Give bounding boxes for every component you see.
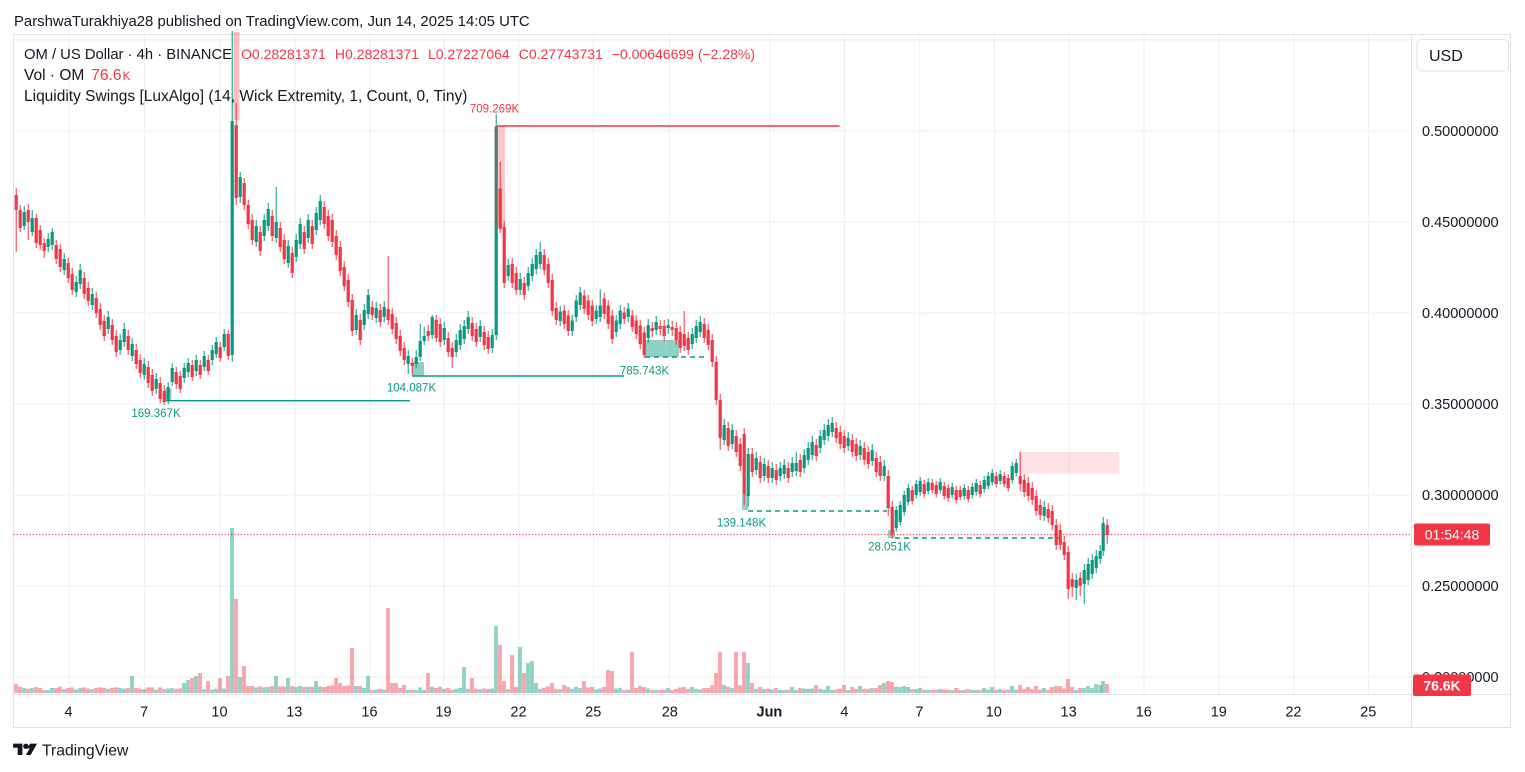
svg-text:25: 25 — [1360, 705, 1376, 721]
svg-text:USD: USD — [1429, 48, 1463, 65]
svg-text:28: 28 — [662, 705, 678, 721]
svg-text:ParshwaTurakhiya28 published o: ParshwaTurakhiya28 published on TradingV… — [14, 14, 530, 30]
svg-text:19: 19 — [1211, 705, 1227, 721]
svg-text:10: 10 — [986, 705, 1002, 721]
svg-text:10: 10 — [211, 705, 227, 721]
svg-text:25: 25 — [585, 705, 601, 721]
svg-text:7: 7 — [915, 705, 923, 721]
svg-text:Liquidity Swings [LuxAlgo] (14: Liquidity Swings [LuxAlgo] (14, Wick Ext… — [24, 88, 467, 105]
svg-text:01:54:48: 01:54:48 — [1425, 527, 1480, 543]
svg-text:28.051K: 28.051K — [868, 542, 911, 554]
svg-text:Jun: Jun — [757, 705, 783, 721]
svg-text:0.45000000: 0.45000000 — [1422, 215, 1499, 231]
svg-text:139.148K: 139.148K — [717, 518, 767, 530]
svg-text:4: 4 — [64, 705, 72, 721]
svg-text:0.35000000: 0.35000000 — [1422, 397, 1499, 413]
svg-text:709.269K: 709.269K — [470, 104, 520, 116]
svg-text:TradingView: TradingView — [42, 743, 129, 760]
svg-text:0.50000000: 0.50000000 — [1422, 124, 1499, 140]
svg-text:13: 13 — [286, 705, 302, 721]
svg-text:104.087K: 104.087K — [387, 383, 437, 395]
svg-text:22: 22 — [1285, 705, 1301, 721]
svg-text:16: 16 — [361, 705, 377, 721]
svg-text:13: 13 — [1061, 705, 1077, 721]
svg-text:76.6K: 76.6K — [1423, 678, 1460, 694]
svg-text:0.40000000: 0.40000000 — [1422, 306, 1499, 322]
svg-text:22: 22 — [510, 705, 526, 721]
svg-text:785.743K: 785.743K — [620, 366, 670, 378]
svg-text:19: 19 — [435, 705, 451, 721]
svg-text:16: 16 — [1136, 705, 1152, 721]
svg-text:169.367K: 169.367K — [131, 408, 181, 420]
svg-text:0.25000000: 0.25000000 — [1422, 579, 1499, 595]
svg-text:0.30000000: 0.30000000 — [1422, 488, 1499, 504]
svg-text:4: 4 — [840, 705, 848, 721]
svg-text:7: 7 — [140, 705, 148, 721]
